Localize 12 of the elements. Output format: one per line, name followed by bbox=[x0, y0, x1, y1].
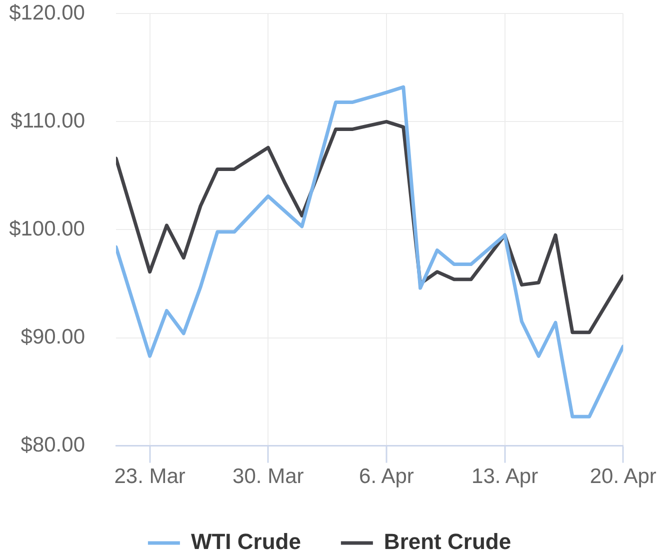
y-tick-label: $120.00 bbox=[9, 1, 85, 24]
y-tick-label: $110.00 bbox=[10, 109, 85, 132]
x-tick-label: 6. Apr bbox=[359, 465, 414, 488]
x-tick-label: 23. Mar bbox=[114, 465, 186, 488]
x-tick-label: 13. Apr bbox=[472, 465, 538, 488]
legend-label: Brent Crude bbox=[384, 529, 512, 554]
y-tick-label: $100.00 bbox=[9, 217, 85, 240]
x-tick-label: 20. Apr bbox=[590, 465, 656, 488]
y-tick-label: $90.00 bbox=[20, 326, 85, 349]
x-tick-label: 30. Mar bbox=[232, 465, 304, 488]
legend-label: WTI Crude bbox=[190, 529, 301, 554]
y-tick-label: $80.00 bbox=[20, 434, 85, 457]
